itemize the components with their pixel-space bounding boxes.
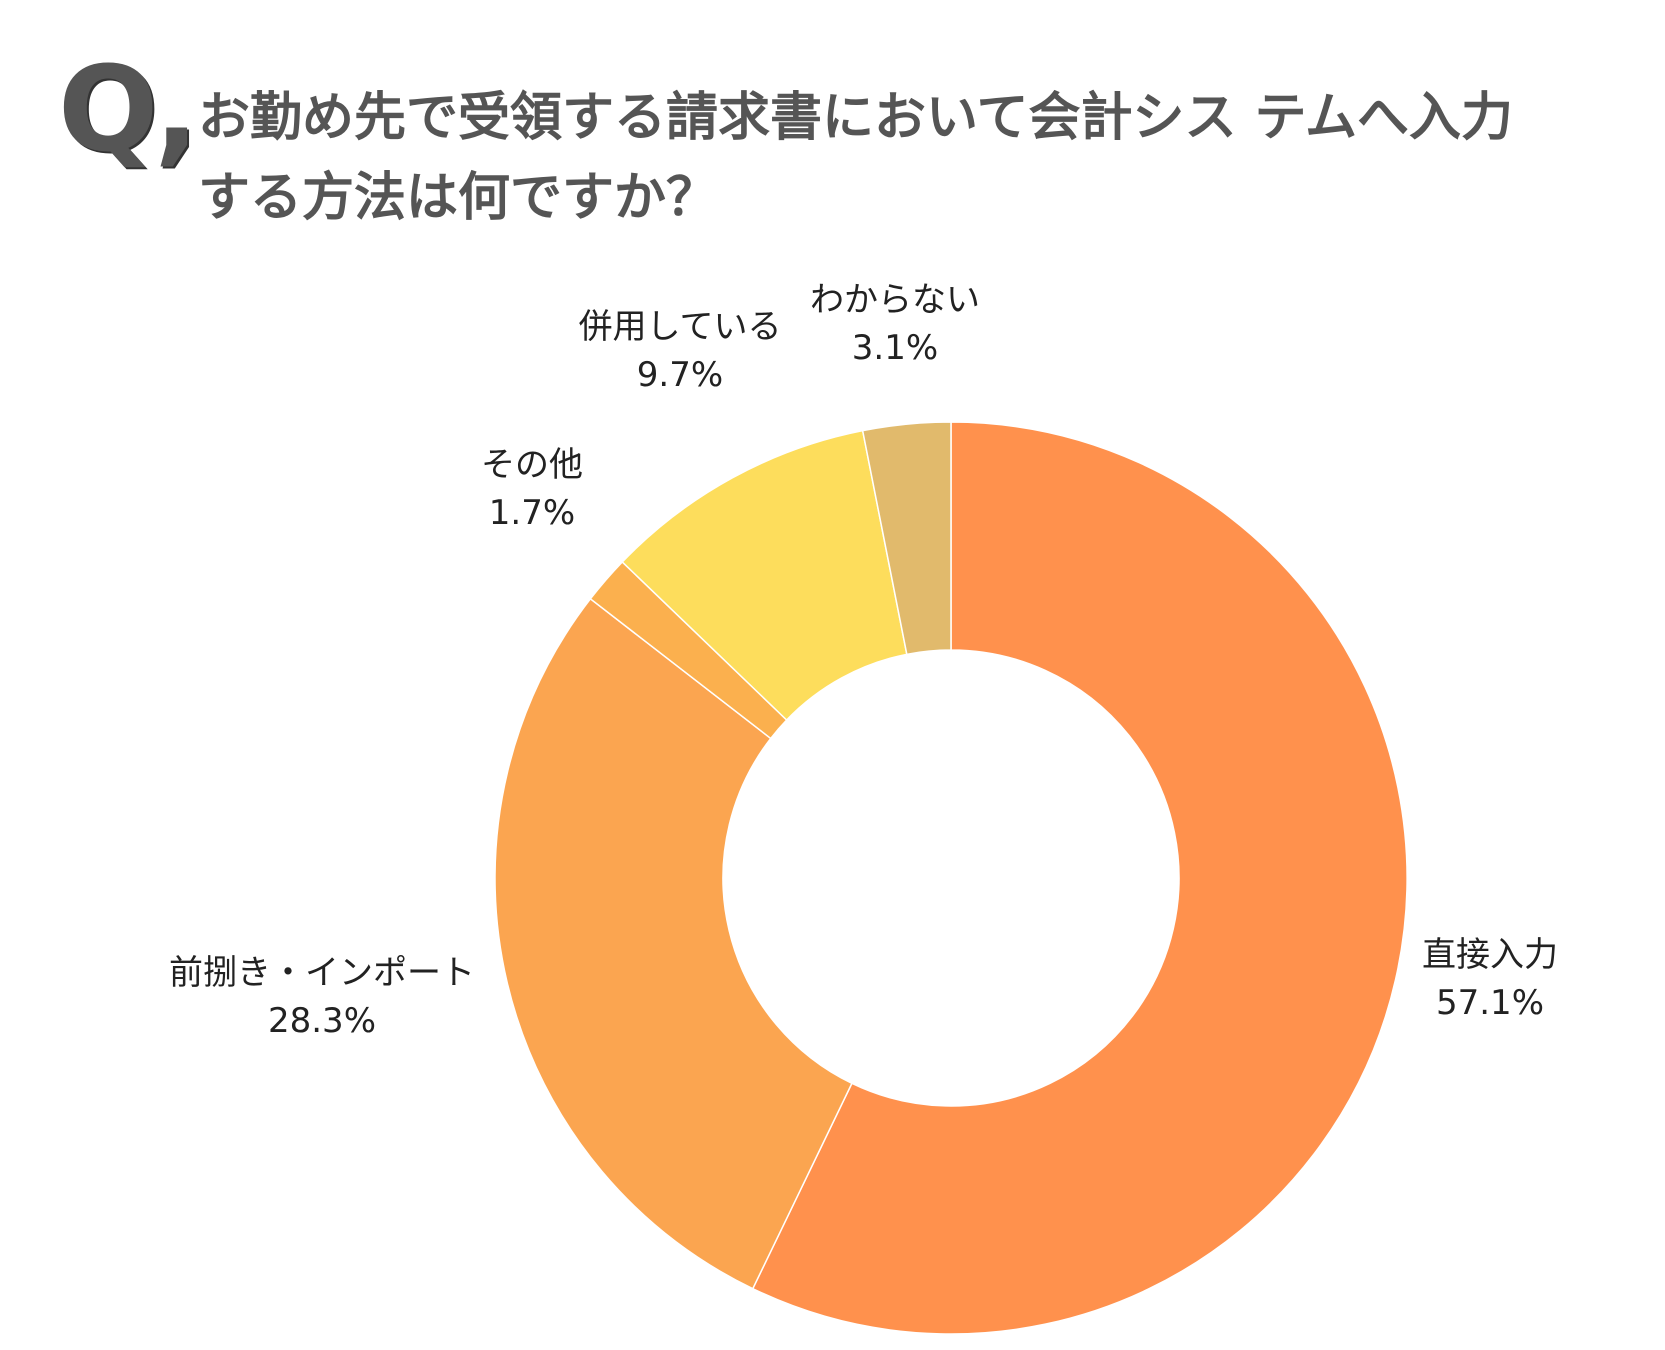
question-line-2: する方法は何ですか？ bbox=[198, 168, 719, 228]
question-text: お勤め先で受領する請求書において会計シス テムへ入力 する方法は何ですか？ bbox=[198, 78, 1638, 238]
slice-value-5: 3.1% bbox=[852, 328, 938, 368]
question-line-1: お勤め先で受領する請求書において会計シス テムへ入力 bbox=[198, 88, 1513, 148]
question-mark-label: Q, bbox=[58, 40, 199, 178]
slice-label-5: わからない bbox=[810, 280, 980, 320]
slice-value-3: 1.7% bbox=[489, 493, 575, 533]
slice-value-1: 57.1% bbox=[1436, 983, 1544, 1023]
donut-slice-5 bbox=[861, 421, 952, 656]
slice-label-4: 併用している bbox=[579, 307, 782, 347]
slice-label-2: 前捌き・インポート bbox=[169, 953, 475, 993]
slice-label-1: 直接入力 bbox=[1422, 935, 1558, 975]
slice-value-2: 28.3% bbox=[268, 1001, 376, 1041]
donut-slice-2 bbox=[494, 597, 853, 1290]
donut-slice-1 bbox=[751, 421, 1408, 1335]
slice-label-3: その他 bbox=[481, 445, 583, 485]
slice-value-4: 9.7% bbox=[637, 355, 723, 395]
